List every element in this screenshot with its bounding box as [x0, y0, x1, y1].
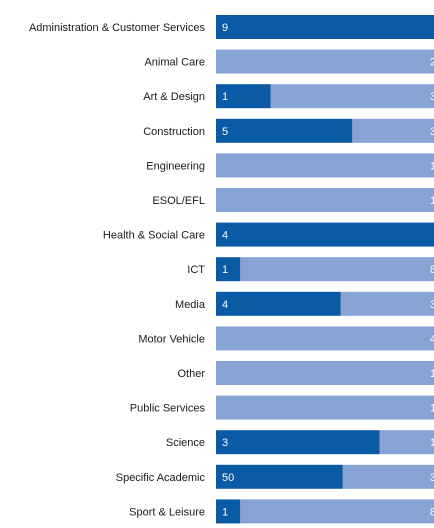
- bar-segment-series-2: [216, 326, 434, 351]
- bar-segment-series-2: [216, 395, 434, 420]
- data-label-series-2: 1: [430, 195, 434, 207]
- bar-segment-series-2: [342, 464, 434, 489]
- bar-segment-series-1: [216, 118, 353, 143]
- category-label: ESOL/EFL: [152, 195, 205, 207]
- data-label-series-2: 10: [430, 368, 434, 380]
- data-label-series-1: 1: [222, 264, 228, 276]
- data-label-series-2: 3: [430, 91, 434, 103]
- category-label: Construction: [143, 126, 205, 138]
- data-label-series-2: 1: [430, 437, 434, 449]
- data-label-series-1: 4: [222, 299, 228, 311]
- bar-segment-series-1: [216, 222, 434, 247]
- bar-segment-series-2: [340, 291, 434, 316]
- bar-segment-series-2: [216, 361, 434, 385]
- bar-segment-series-2: [216, 49, 434, 74]
- category-label: Sport & Leisure: [129, 506, 205, 518]
- category-label: ICT: [187, 264, 205, 276]
- category-label: Administration & Customer Services: [29, 22, 206, 34]
- bar-segment-series-2: [216, 153, 434, 178]
- bar-segment-series-1: [216, 84, 271, 109]
- data-label-series-2: 8: [430, 264, 434, 276]
- bar-segment-series-2: [240, 257, 434, 282]
- category-label: Other: [177, 368, 205, 380]
- bar-segment-series-2: [352, 118, 434, 143]
- bar-segment-series-1: [216, 15, 434, 39]
- data-label-series-2: 4: [430, 333, 434, 345]
- category-label: Science: [166, 437, 205, 449]
- category-label: Public Services: [130, 403, 206, 415]
- data-label-series-2: 3: [430, 126, 434, 138]
- category-label: Engineering: [146, 160, 205, 172]
- category-label: Motor Vehicle: [138, 333, 205, 345]
- data-label-series-2: 2: [430, 57, 434, 69]
- data-label-series-1: 1: [222, 91, 228, 103]
- data-label-series-2: 1: [430, 403, 434, 415]
- data-label-series-2: 36: [430, 472, 434, 484]
- bar-segment-series-1: [216, 430, 380, 455]
- data-label-series-2: 8: [430, 506, 434, 518]
- bar-segment-series-2: [270, 84, 434, 109]
- data-label-series-2: 3: [430, 299, 434, 311]
- data-label-series-1: 1: [222, 506, 228, 518]
- data-label-series-1: 3: [222, 437, 228, 449]
- data-label-series-2: 1: [430, 160, 434, 172]
- category-label: Media: [175, 299, 206, 311]
- bar-segment-series-1: [216, 291, 341, 316]
- data-label-series-1: 4: [222, 230, 228, 242]
- category-label: Animal Care: [144, 57, 205, 69]
- bar-segment-series-2: [379, 430, 434, 455]
- category-label: Specific Academic: [116, 472, 206, 484]
- category-label: Health & Social Care: [103, 230, 205, 242]
- category-label: Art & Design: [143, 91, 205, 103]
- data-label-series-1: 9: [222, 22, 228, 34]
- bar-segment-series-1: [216, 499, 241, 524]
- bar-segment-series-2: [216, 188, 434, 212]
- bar-segment-series-2: [240, 499, 434, 524]
- bar-segment-series-1: [216, 464, 343, 489]
- data-label-series-1: 5: [222, 126, 228, 138]
- data-label-series-1: 50: [222, 472, 234, 484]
- bar-segment-series-1: [216, 257, 241, 282]
